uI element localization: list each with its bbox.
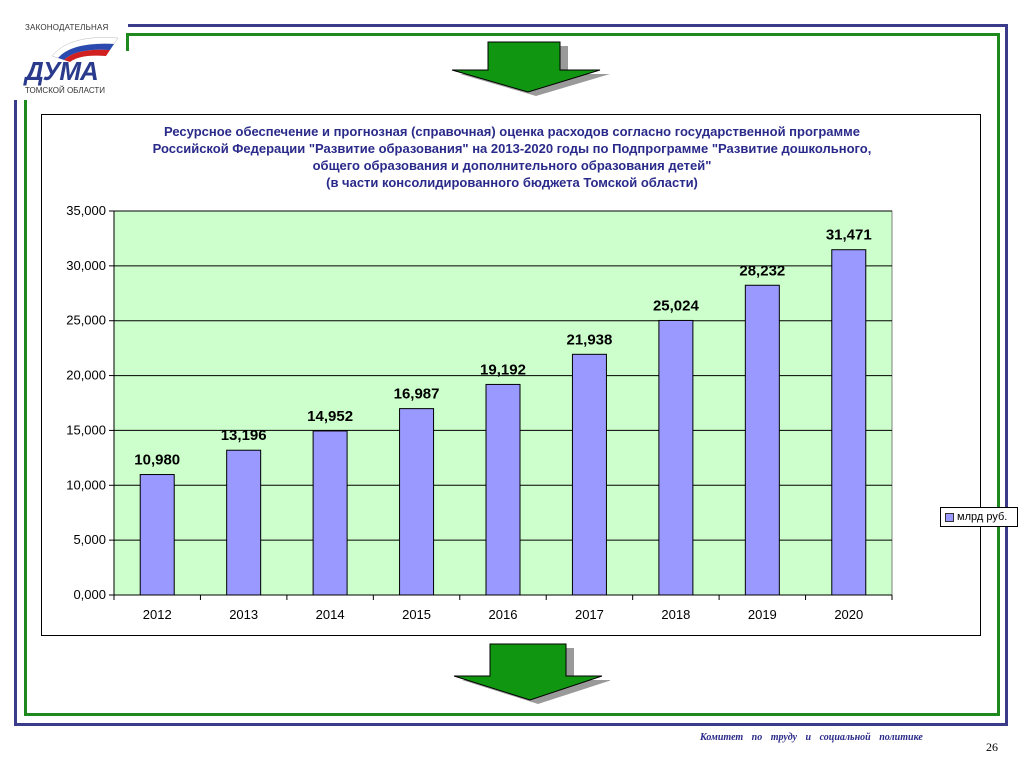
frame-line: [24, 100, 27, 716]
y-tick-label: 30,000: [66, 258, 106, 273]
bar: [571, 353, 607, 596]
bar: [226, 449, 262, 596]
data-label: 31,471: [826, 227, 872, 244]
chart-title-line: Ресурсное обеспечение и прогнозная (спра…: [164, 124, 860, 139]
y-tick-label: 5,000: [73, 532, 106, 547]
chart-title: Ресурсное обеспечение и прогнозная (спра…: [42, 123, 982, 191]
x-tick-label: 2013: [229, 607, 258, 622]
bar: [831, 249, 867, 596]
frame-line: [14, 100, 17, 726]
legend-swatch: [945, 512, 954, 522]
data-label: 14,952: [307, 408, 353, 425]
data-label: 16,987: [394, 386, 440, 403]
bar: [399, 408, 435, 596]
x-tick-label: 2019: [748, 607, 777, 622]
flag-icon: [51, 37, 119, 62]
x-tick-label: 2015: [402, 607, 431, 622]
committee-name: Комитет по труду и социальной политике: [700, 732, 923, 743]
legend: млрд руб.: [940, 507, 1018, 527]
chart-title-line: (в части консолидированного бюджета Томс…: [326, 175, 698, 190]
y-tick-label: 15,000: [66, 422, 106, 437]
duma-logo: ЗАКОНОДАТЕЛЬНАЯ ДУМА ТОМСКОЙ ОБЛАСТИ: [20, 18, 120, 98]
logo-top-text: ЗАКОНОДАТЕЛЬНАЯ: [25, 23, 109, 32]
y-tick-label: 35,000: [66, 203, 106, 218]
frame-line: [128, 24, 1008, 27]
data-label: 28,232: [739, 262, 785, 279]
legend-label: млрд руб.: [957, 511, 1008, 523]
data-label: 19,192: [480, 361, 526, 378]
chart-container: Ресурсное обеспечение и прогнозная (спра…: [41, 114, 1018, 636]
logo-word: ДУМА: [25, 56, 99, 86]
x-tick-label: 2017: [575, 607, 604, 622]
data-label: 21,938: [566, 331, 612, 348]
bar: [485, 383, 521, 596]
frame-line: [997, 33, 1000, 716]
logo-bottom-text: ТОМСКОЙ ОБЛАСТИ: [25, 86, 105, 95]
bar: [312, 430, 348, 596]
frame-line: [1005, 24, 1008, 726]
chart-title-line: Российской Федерации "Развитие образован…: [152, 141, 872, 156]
x-tick-label: 2020: [834, 607, 863, 622]
frame-line: [24, 713, 1000, 716]
chart-title-line: общего образования и дополнительного обр…: [312, 158, 712, 173]
bar: [744, 284, 780, 596]
page-number: 26: [986, 740, 998, 754]
x-tick-label: 2016: [489, 607, 518, 622]
x-tick-label: 2018: [661, 607, 690, 622]
data-label: 25,024: [653, 297, 700, 314]
down-arrow-icon: [451, 41, 610, 96]
y-tick-label: 10,000: [66, 477, 106, 492]
down-arrow-icon: [453, 643, 610, 704]
y-tick-label: 25,000: [66, 313, 106, 328]
frame-line: [14, 723, 1008, 726]
bar-chart: 0,000 5,000 10,000 15,000 20,000 25,000 30,000…: [66, 203, 893, 622]
frame-line: [126, 33, 1000, 36]
data-label: 13,196: [221, 427, 267, 444]
bar: [658, 319, 694, 596]
bar: [139, 474, 175, 596]
frame-line: [126, 33, 129, 51]
y-tick-label: 0,000: [73, 587, 106, 602]
x-tick-label: 2012: [143, 607, 172, 622]
x-tick-label: 2014: [316, 607, 345, 622]
data-label: 10,980: [134, 452, 180, 469]
y-tick-label: 20,000: [66, 368, 106, 383]
